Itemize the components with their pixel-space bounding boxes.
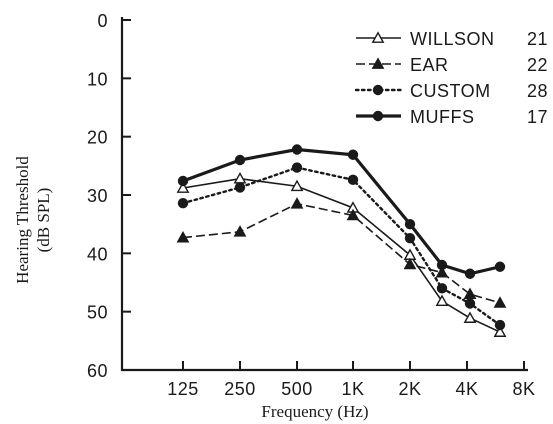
series-layer bbox=[176, 144, 507, 337]
legend-marker bbox=[371, 31, 385, 43]
data-point bbox=[493, 325, 507, 337]
legend-label: CUSTOM bbox=[410, 81, 491, 101]
data-point bbox=[347, 174, 359, 186]
legend-label: MUFFS bbox=[410, 107, 475, 127]
y-tick-label: 20 bbox=[87, 128, 108, 148]
series-ear bbox=[176, 197, 507, 308]
data-point bbox=[464, 298, 476, 309]
y-axis-title-line1: Hearing Threshold bbox=[13, 156, 32, 284]
x-tick-label: 1K bbox=[341, 379, 364, 399]
legend-marker bbox=[372, 110, 384, 122]
y-axis-title-line2: (dB SPL) bbox=[34, 188, 53, 253]
legend-marker bbox=[371, 57, 385, 69]
y-tick-label: 30 bbox=[87, 186, 108, 206]
x-tick-label: 125 bbox=[167, 379, 199, 399]
legend-entry-custom: CUSTOM 28 bbox=[354, 81, 548, 101]
legend-label: WILLSON bbox=[410, 29, 495, 49]
data-point bbox=[463, 311, 477, 323]
data-point bbox=[346, 208, 360, 221]
data-point bbox=[290, 197, 304, 209]
x-tick-label: 250 bbox=[224, 379, 256, 399]
legend-count: 22 bbox=[527, 55, 548, 75]
series-willson bbox=[176, 172, 507, 337]
data-point bbox=[493, 296, 507, 308]
data-point bbox=[177, 175, 189, 187]
x-tick-label: 8K bbox=[512, 379, 535, 399]
legend: WILLSON 21 EAR 22 CUSTOM 28 MUFFS 17 bbox=[354, 29, 548, 127]
data-point bbox=[436, 259, 448, 271]
data-point bbox=[404, 232, 416, 244]
data-point bbox=[404, 218, 416, 230]
data-point bbox=[233, 172, 247, 184]
series-muffs bbox=[177, 144, 506, 279]
y-tick-label: 50 bbox=[87, 303, 108, 323]
data-point bbox=[435, 265, 449, 278]
series-line bbox=[182, 177, 501, 333]
y-tick-label: 0 bbox=[97, 11, 108, 31]
legend-label: EAR bbox=[410, 55, 449, 75]
y-tick-label: 40 bbox=[87, 244, 108, 264]
series-line bbox=[182, 147, 501, 276]
data-point bbox=[347, 149, 359, 160]
data-point bbox=[176, 181, 190, 193]
legend-count: 28 bbox=[527, 81, 548, 101]
data-point bbox=[233, 225, 247, 237]
x-tick-label: 2K bbox=[398, 379, 421, 399]
series-line bbox=[182, 202, 501, 304]
series-custom bbox=[177, 162, 506, 331]
data-point bbox=[234, 154, 246, 166]
y-axis-title: Hearing Threshold (dB SPL) bbox=[13, 156, 53, 284]
data-point bbox=[291, 162, 303, 173]
legend-entry-ear: EAR 22 bbox=[356, 55, 548, 75]
legend-count: 21 bbox=[527, 29, 548, 49]
axes: 0 10 20 30 40 50 60 125 250 500 1K 2K 4K 8K bbox=[87, 11, 535, 399]
data-point bbox=[435, 294, 449, 307]
y-tick-label: 60 bbox=[87, 361, 108, 381]
data-point bbox=[494, 319, 506, 331]
legend-marker bbox=[372, 84, 384, 96]
x-axis-title: Frequency (Hz) bbox=[261, 402, 368, 421]
data-point bbox=[290, 179, 304, 192]
series-line bbox=[181, 166, 502, 327]
x-tick-label: 500 bbox=[281, 379, 313, 399]
data-point bbox=[291, 144, 303, 155]
data-point bbox=[176, 230, 190, 243]
data-point bbox=[464, 268, 476, 279]
x-tick-label: 4K bbox=[455, 379, 478, 399]
data-point bbox=[403, 257, 417, 270]
data-point bbox=[494, 261, 506, 272]
data-point bbox=[234, 182, 246, 193]
legend-entry-muffs: MUFFS 17 bbox=[356, 107, 548, 127]
data-point bbox=[436, 283, 448, 294]
data-point bbox=[177, 197, 189, 209]
y-tick-label: 10 bbox=[87, 69, 108, 89]
legend-entry-willson: WILLSON 21 bbox=[356, 29, 548, 49]
legend-count: 17 bbox=[527, 107, 548, 127]
